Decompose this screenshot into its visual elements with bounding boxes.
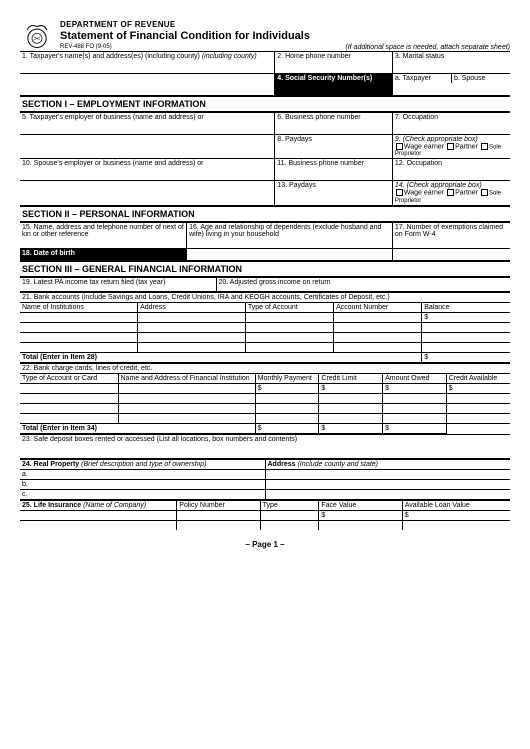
t22-total-label: Total (Enter in Item 34) — [20, 423, 255, 433]
form-title: Statement of Financial Condition for Ind… — [60, 30, 510, 42]
checkbox-partner[interactable] — [447, 143, 454, 150]
rp-c[interactable]: c. — [20, 489, 265, 499]
bank-accounts-table: 21. Bank accounts (include Savings and L… — [20, 292, 510, 363]
safe-deposit-table: 23. Safe deposit boxes rented or accesse… — [20, 434, 510, 459]
credit-cards-table: 22. Bank charge cards, lines of credit, … — [20, 363, 510, 434]
t21-total-label: Total (Enter in Item 28) — [20, 352, 422, 362]
tax-return-table: 19. Latest PA income tax return filed (t… — [20, 277, 510, 292]
field-16[interactable]: 16. Age and relationship of dependents (… — [187, 222, 393, 248]
field-6[interactable]: 6. Business phone number — [275, 113, 393, 135]
field-14[interactable]: 14. (Check appropriate box) Wage earner … — [392, 181, 510, 205]
checkbox-wage-earner[interactable] — [396, 143, 403, 150]
rp-b[interactable]: b. — [20, 479, 265, 489]
field-19[interactable]: 19. Latest PA income tax return filed (t… — [20, 277, 216, 291]
rp-a[interactable]: a. — [20, 469, 265, 479]
field-10[interactable]: 10. Spouse's employer or business (name … — [20, 159, 275, 181]
section-1-head: SECTION I – EMPLOYMENT INFORMATION — [20, 96, 510, 112]
field-1[interactable]: 1. Taxpayer's name(s) and address(es) (i… — [20, 52, 275, 74]
field-25: 25. Life Insurance (Name of Company) — [20, 500, 177, 510]
field-7[interactable]: 7. Occupation — [392, 113, 510, 135]
field-13[interactable]: 13. Paydays — [275, 181, 393, 205]
field-21: 21. Bank accounts (include Savings and L… — [20, 292, 510, 302]
field-4-label: 4. Social Security Number(s) — [275, 74, 393, 96]
field-2[interactable]: 2. Home phone number — [275, 52, 393, 74]
checkbox-sole-prop-2[interactable] — [481, 189, 488, 196]
field-24a-head: 24. Real Property (Brief description and… — [20, 459, 265, 469]
field-4b[interactable]: b. Spouse — [451, 74, 510, 83]
field-4a[interactable]: a. Taxpayer — [393, 74, 452, 83]
field-9[interactable]: 9. (Check appropriate box) Wage earner P… — [392, 135, 510, 159]
field-17[interactable]: 17. Number of exemptions claimed on Form… — [392, 222, 510, 248]
identity-table: 1. Taxpayer's name(s) and address(es) (i… — [20, 51, 510, 96]
field-20[interactable]: 20. Adjusted gross income on return — [216, 277, 510, 291]
field-23[interactable]: 23. Safe deposit boxes rented or accesse… — [20, 434, 510, 458]
life-insurance-table: 25. Life Insurance (Name of Company) Pol… — [20, 500, 510, 531]
field-15[interactable]: 15. Name, address and telephone number o… — [20, 222, 187, 248]
real-property-table: 24. Real Property (Brief description and… — [20, 459, 510, 500]
checkbox-sole-prop[interactable] — [481, 143, 488, 150]
personal-table: 15. Name, address and telephone number o… — [20, 222, 510, 261]
field-18-label: 18. Date of birth — [20, 248, 187, 260]
section-3-head: SECTION III – GENERAL FINANCIAL INFORMAT… — [20, 261, 510, 277]
field-11[interactable]: 11. Business phone number — [275, 159, 393, 181]
field-24b-head: Address (Include county and state) — [265, 459, 510, 469]
state-seal-icon — [20, 20, 54, 50]
field-12[interactable]: 12. Occupation — [392, 159, 510, 181]
field-3[interactable]: 3. Marital status — [392, 52, 510, 74]
department-name: DEPARTMENT OF REVENUE — [60, 20, 510, 29]
checkbox-partner-2[interactable] — [447, 189, 454, 196]
field-22: 22. Bank charge cards, lines of credit, … — [20, 363, 510, 373]
field-5[interactable]: 5. Taxpayer's employer of business (name… — [20, 113, 275, 135]
field-8[interactable]: 8. Paydays — [275, 135, 393, 159]
section-2-head: SECTION II – PERSONAL INFORMATION — [20, 206, 510, 222]
employment-table: 5. Taxpayer's employer of business (name… — [20, 112, 510, 206]
page-footer: – Page 1 – — [20, 540, 510, 549]
checkbox-wage-earner-2[interactable] — [396, 189, 403, 196]
